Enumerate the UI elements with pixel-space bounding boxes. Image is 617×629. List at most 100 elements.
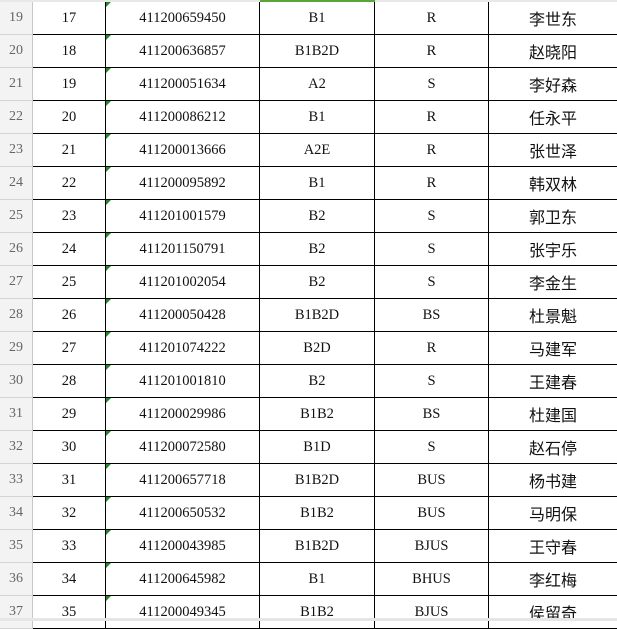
cell-number[interactable]: 29: [33, 398, 106, 431]
cell-name[interactable]: 郭卫东: [489, 200, 617, 233]
cell-class[interactable]: B1B2D: [260, 464, 375, 497]
row-header[interactable]: 32: [0, 431, 33, 464]
cell-id[interactable]: 411200636857: [106, 35, 260, 68]
cell-code[interactable]: S: [375, 365, 489, 398]
cell-name[interactable]: 李好森: [489, 68, 617, 101]
row-header[interactable]: 33: [0, 464, 33, 497]
cell-number[interactable]: 27: [33, 332, 106, 365]
cell-number[interactable]: 32: [33, 497, 106, 530]
row-header[interactable]: 35: [0, 530, 33, 563]
cell-code[interactable]: BHUS: [375, 563, 489, 596]
cell-id[interactable]: 411200013666: [106, 134, 260, 167]
cell-id[interactable]: 411200029986: [106, 398, 260, 431]
cell-name[interactable]: 杜景魁: [489, 299, 617, 332]
cell-class[interactable]: A2E: [260, 134, 375, 167]
cell-name[interactable]: 赵石停: [489, 431, 617, 464]
cell-class[interactable]: B2D: [260, 332, 375, 365]
cell-code[interactable]: R: [375, 2, 489, 35]
cell-id[interactable]: 411200657718: [106, 464, 260, 497]
cell-class[interactable]: B1B2: [260, 596, 375, 629]
row-header[interactable]: 23: [0, 134, 33, 167]
cell-code[interactable]: R: [375, 134, 489, 167]
cell-id[interactable]: 411200072580: [106, 431, 260, 464]
cell-number[interactable]: 24: [33, 233, 106, 266]
row-header[interactable]: 19: [0, 2, 33, 35]
cell-id[interactable]: 411200050428: [106, 299, 260, 332]
cell-name[interactable]: 马明保: [489, 497, 617, 530]
cell-number[interactable]: 33: [33, 530, 106, 563]
cell-id[interactable]: 411201074222: [106, 332, 260, 365]
cell-code[interactable]: BJUS: [375, 530, 489, 563]
cell-id[interactable]: 411200043985: [106, 530, 260, 563]
cell-class[interactable]: B1: [260, 2, 375, 35]
cell-name[interactable]: 韩双林: [489, 167, 617, 200]
cell-class[interactable]: B1: [260, 101, 375, 134]
cell-id[interactable]: 411200095892: [106, 167, 260, 200]
cell-class[interactable]: A2: [260, 68, 375, 101]
cell-number[interactable]: 30: [33, 431, 106, 464]
row-header[interactable]: 25: [0, 200, 33, 233]
cell-id[interactable]: 411200650532: [106, 497, 260, 530]
cell-id[interactable]: 411201002054: [106, 266, 260, 299]
cell-code[interactable]: BUS: [375, 464, 489, 497]
cell-code[interactable]: R: [375, 101, 489, 134]
cell-name[interactable]: 张宇乐: [489, 233, 617, 266]
row-header[interactable]: 21: [0, 68, 33, 101]
cell-number[interactable]: 23: [33, 200, 106, 233]
row-header[interactable]: 20: [0, 35, 33, 68]
cell-number[interactable]: 25: [33, 266, 106, 299]
cell-code[interactable]: BUS: [375, 497, 489, 530]
cell-id[interactable]: 411201001810: [106, 365, 260, 398]
cell-name[interactable]: 马建军: [489, 332, 617, 365]
row-header[interactable]: 22: [0, 101, 33, 134]
cell-id[interactable]: 411200659450: [106, 2, 260, 35]
cell-number[interactable]: 31: [33, 464, 106, 497]
cell-id[interactable]: 411201150791: [106, 233, 260, 266]
cell-name[interactable]: 李金生: [489, 266, 617, 299]
cell-code[interactable]: R: [375, 332, 489, 365]
cell-class[interactable]: B2: [260, 266, 375, 299]
cell-name[interactable]: 任永平: [489, 101, 617, 134]
cell-name[interactable]: 张世泽: [489, 134, 617, 167]
cell-number[interactable]: 17: [33, 2, 106, 35]
cell-name[interactable]: 侯留奇: [489, 596, 617, 629]
cell-name[interactable]: 杜建国: [489, 398, 617, 431]
cell-number[interactable]: 35: [33, 596, 106, 629]
row-header[interactable]: 30: [0, 365, 33, 398]
cell-class[interactable]: B1B2D: [260, 299, 375, 332]
row-header[interactable]: 34: [0, 497, 33, 530]
cell-id[interactable]: 411200086212: [106, 101, 260, 134]
row-header[interactable]: 28: [0, 299, 33, 332]
cell-code[interactable]: R: [375, 35, 489, 68]
cell-class[interactable]: B1: [260, 563, 375, 596]
cell-name[interactable]: 王守春: [489, 530, 617, 563]
cell-id[interactable]: 411201001579: [106, 200, 260, 233]
cell-number[interactable]: 19: [33, 68, 106, 101]
horizontal-scrollbar[interactable]: [0, 618, 617, 621]
cell-class[interactable]: B1: [260, 167, 375, 200]
cell-class[interactable]: B1B2D: [260, 530, 375, 563]
cell-name[interactable]: 王建春: [489, 365, 617, 398]
row-header[interactable]: 29: [0, 332, 33, 365]
row-header[interactable]: 27: [0, 266, 33, 299]
cell-class[interactable]: B1B2D: [260, 35, 375, 68]
cell-id[interactable]: 411200645982: [106, 563, 260, 596]
cell-class[interactable]: B1B2: [260, 398, 375, 431]
cell-code[interactable]: S: [375, 266, 489, 299]
cell-number[interactable]: 18: [33, 35, 106, 68]
cell-name[interactable]: 杨书建: [489, 464, 617, 497]
cell-class[interactable]: B2: [260, 200, 375, 233]
cell-code[interactable]: BS: [375, 398, 489, 431]
cell-number[interactable]: 22: [33, 167, 106, 200]
cell-number[interactable]: 20: [33, 101, 106, 134]
cell-code[interactable]: S: [375, 233, 489, 266]
cell-code[interactable]: BS: [375, 299, 489, 332]
cell-class[interactable]: B2: [260, 365, 375, 398]
cell-number[interactable]: 26: [33, 299, 106, 332]
cell-class[interactable]: B1B2: [260, 497, 375, 530]
cell-id[interactable]: 411200051634: [106, 68, 260, 101]
row-header[interactable]: 26: [0, 233, 33, 266]
cell-name[interactable]: 李世东: [489, 2, 617, 35]
cell-number[interactable]: 28: [33, 365, 106, 398]
cell-number[interactable]: 34: [33, 563, 106, 596]
